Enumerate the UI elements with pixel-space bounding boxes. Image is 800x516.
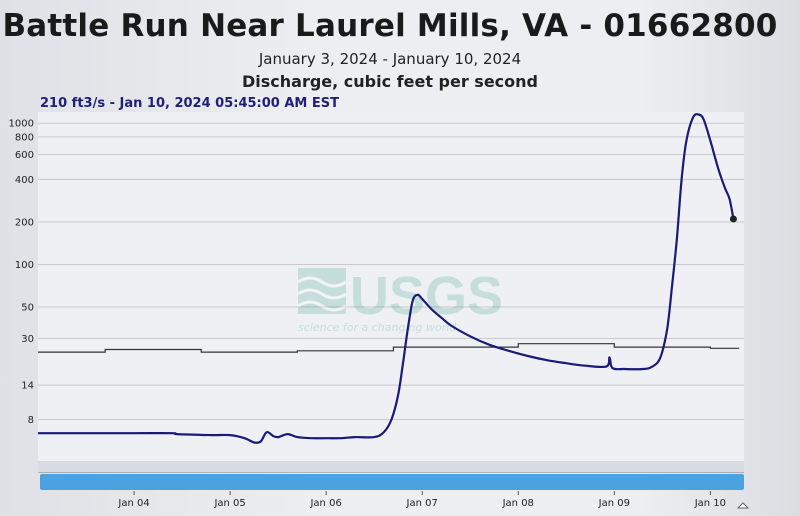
x-tick-label: Jan 10 [694, 498, 726, 509]
chart-title: Battle Run Near Laurel Mills, VA - 01662… [2, 8, 778, 44]
y-tick-label: 30 [21, 334, 34, 345]
y-tick-label: 1000 [9, 119, 34, 130]
y-tick-label: 600 [15, 150, 34, 161]
reference-step-line [38, 343, 740, 353]
hover-readout: 210 ft3/s - Jan 10, 2024 05:45:00 AM EST [40, 96, 339, 111]
x-axis-ticks: Jan 04 Jan 05 Jan 06 Jan 07 Jan 08 Jan 09 Jan … [117, 491, 726, 509]
y-tick-label: 100 [15, 260, 34, 271]
y-tick-label: 50 [21, 303, 34, 314]
reference-line [38, 343, 740, 353]
usgs-watermark: USGS science for a changing world [297, 266, 503, 334]
usgs-logo-wave [297, 276, 347, 312]
x-tick-label: Jan 09 [598, 498, 630, 509]
plot-background [38, 112, 744, 472]
x-tick-label: Jan 08 [502, 498, 534, 509]
y-tick-label: 400 [15, 175, 34, 186]
chart-parameter: Discharge, cubic feet per second [241, 72, 538, 91]
usgs-logo-text: USGS [350, 266, 503, 326]
y-axis-ticks: 1000 800 600 400 200 100 50 30 14 8 [9, 119, 34, 426]
y-tick-label: 8 [28, 415, 34, 426]
y-tick-label: 14 [21, 381, 34, 392]
navigator-bar [38, 461, 744, 472]
discharge-series-line[interactable] [37, 113, 735, 444]
y-tick-label: 200 [15, 217, 34, 228]
range-selector[interactable] [40, 474, 744, 490]
x-tick-label: Jan 04 [117, 498, 149, 509]
range-handle-right[interactable] [736, 502, 750, 509]
usgs-logo-mark [298, 268, 346, 314]
last-data-point[interactable] [729, 215, 737, 223]
x-tick-label: Jan 05 [213, 498, 245, 509]
x-tick-label: Jan 07 [406, 498, 438, 509]
usgs-tagline: science for a changing world [298, 321, 457, 334]
y-tick-label: 800 [15, 132, 34, 143]
x-tick-label: Jan 06 [309, 498, 341, 509]
chart-date-range: January 3, 2024 - January 10, 2024 [258, 50, 522, 68]
grid [38, 122, 744, 420]
